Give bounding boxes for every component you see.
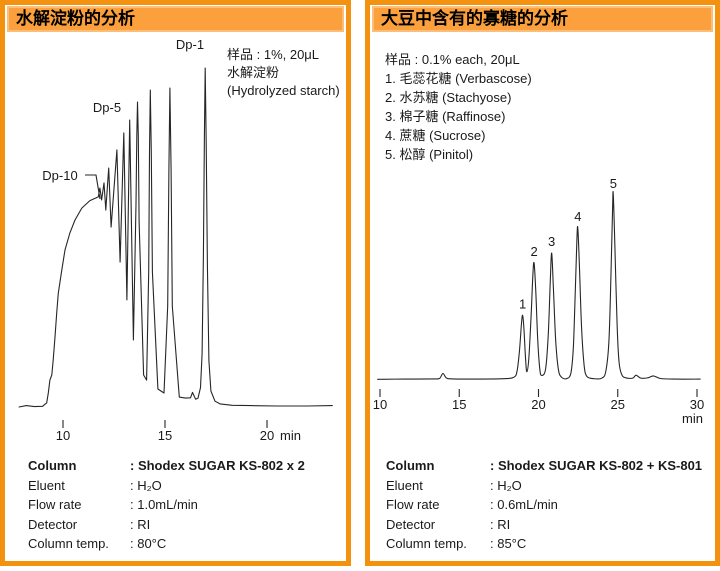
sample-line: 样品 : 0.1% each, 20μL [385,52,520,67]
sample-line: 水解淀粉 [227,65,280,80]
panel-title-right: 大豆中含有的寡糖的分析 [381,9,568,28]
x-axis-tick-label: 25 [611,397,625,412]
panel-hydrolyzed-starch [0,0,351,566]
axis-unit-label: min [682,411,703,426]
x-axis-tick-label: 20 [531,397,545,412]
panel-title-bar-right: 大豆中含有的寡糖的分析 [372,6,713,32]
spec-value: : RI [490,516,511,532]
spec-value: : 80°C [130,536,167,551]
spec-label: Detector [386,516,436,532]
trace-path [377,191,701,380]
spec-row: Flow rate : 1.0mL/min [28,495,305,515]
peak-number-label: 5 [610,176,617,191]
sample-line: 3. 棉子糖 (Raffinose) [385,109,506,124]
panel-soybean-oligosaccharides [365,0,720,566]
sample-line: 1. 毛蕊花糖 (Verbascose) [385,71,532,86]
column-specs-1: Column : Shodex SUGAR KS-802 + KS-801 Elue… [386,456,702,554]
peak-number-label: 4 [574,209,581,224]
peak-annotation: Dp-1 [176,37,204,52]
peak-annotation: Dp-5 [93,100,121,115]
spec-value: : 0.6mL/min [490,497,558,512]
panel-title-left: 水解淀粉的分析 [16,9,135,28]
spec-label: Eluent [28,477,65,493]
peak-number-label: 1 [519,296,526,311]
spec-row: Eluent : H₂O [386,476,702,496]
spec-label: Detector [28,516,78,532]
spec-label: Flow rate [28,497,82,512]
sample-info-1: 样品 : 0.1% each, 20μL 1. 毛蕊花糖 (Verbascose)… [385,50,532,164]
x-axis-tick-label: 30 [690,397,704,412]
spec-value: : RI [130,516,151,532]
panel-title-bar-left: 水解淀粉的分析 [7,6,344,32]
sample-info-0: 样品 : 1%, 20μL 水解淀粉 (Hydrolyzed starch) [227,46,340,100]
spec-row: Eluent : H₂O [28,476,305,496]
trace-path [18,67,333,408]
spec-label: Eluent [386,477,423,493]
spec-label: Column [28,458,77,473]
spec-row: Flow rate : 0.6mL/min [386,495,702,515]
x-axis-tick-label: 15 [452,397,466,412]
column-specs-0: Column : Shodex SUGAR KS-802 x 2 Eluent : H… [28,456,305,554]
spec-label: Column temp. [28,536,109,551]
spec-row: Column : Shodex SUGAR KS-802 x 2 [28,456,305,476]
spec-value: : 1.0mL/min [130,497,198,512]
sample-line: 4. 蔗糖 (Sucrose) [385,128,486,143]
spec-row: Column : Shodex SUGAR KS-802 + KS-801 [386,456,702,476]
spec-value: : 85°C [490,536,527,551]
spec-value: : Shodex SUGAR KS-802 x 2 [130,458,305,473]
peak-number-label: 3 [548,234,555,249]
peak-number-label: 2 [530,244,537,259]
sample-line: (Hydrolyzed starch) [227,83,340,98]
spec-value: : H₂O [490,477,522,493]
spec-label: Flow rate [386,497,440,512]
spec-row: Column temp. : 85°C [386,534,702,554]
spec-label: Column [386,458,435,473]
axis-unit-label: min [280,428,301,443]
x-axis-tick-label: 20 [260,428,274,443]
spec-row: Column temp. : 80°C [28,534,305,554]
spec-label: Column temp. [386,536,467,551]
x-axis-tick-label: 10 [373,397,387,412]
annotation-connector [85,174,101,200]
sample-line: 5. 松醇 (Pinitol) [385,147,474,162]
sample-line: 2. 水苏糖 (Stachyose) [385,90,512,105]
chromatogram-hydrolyzed-starch: 10 15 20 min Dp-1 Dp-5 Dp-10 [18,37,333,443]
sample-line: 样品 : 1%, 20μL [227,47,320,62]
peak-annotation: Dp-10 [42,168,77,183]
spec-value: : H₂O [130,477,162,493]
x-axis-tick-label: 15 [158,428,172,443]
spec-value: : Shodex SUGAR KS-802 + KS-801 [490,458,703,473]
x-axis-tick-label: 10 [56,428,70,443]
spec-row: Detector : RI [386,515,702,535]
spec-row: Detector : RI [28,515,305,535]
